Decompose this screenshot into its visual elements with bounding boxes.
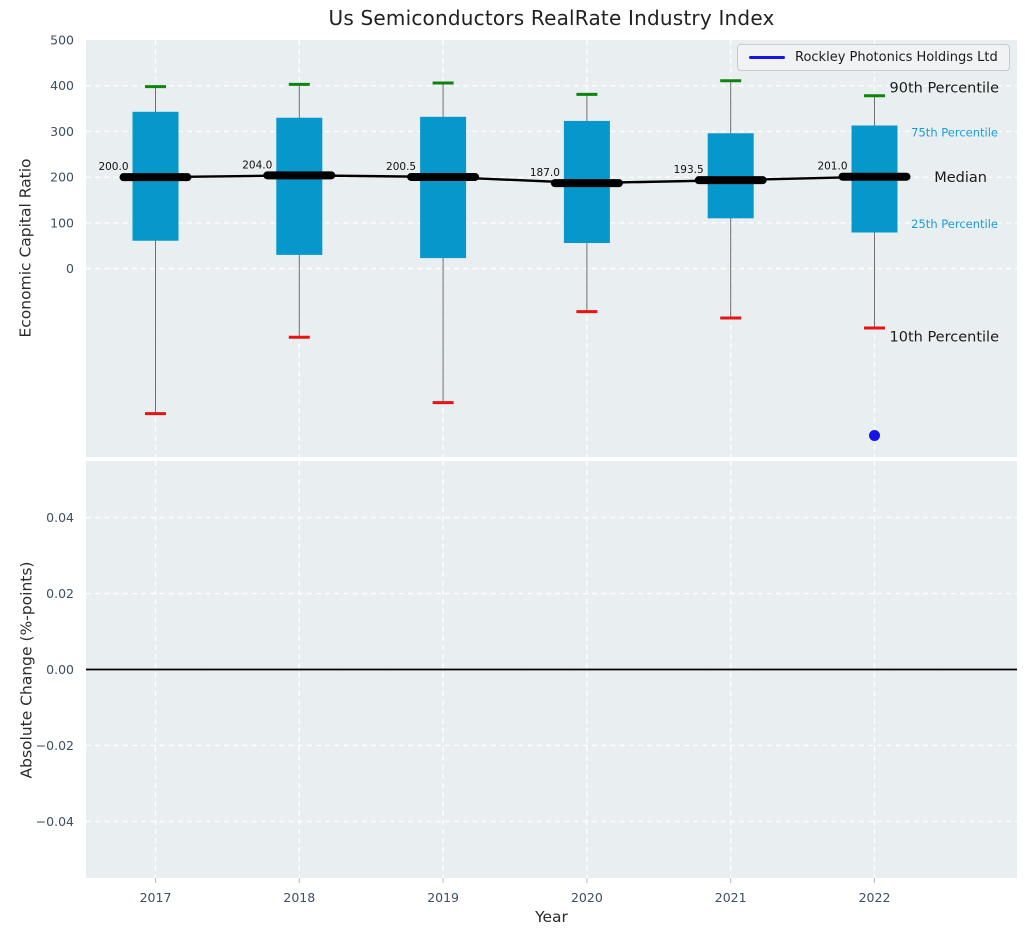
tick-labels: 500 400 300 200 100 0 0.04 0.02 0.00 −0.02 −0.04 20… <box>36 33 891 906</box>
ytick-bottom-0.02: 0.02 <box>46 586 74 601</box>
ytick-top-400: 400 <box>50 78 74 93</box>
ytick-top-500: 500 <box>50 33 74 48</box>
annotation-25th-percentile: 25th Percentile <box>911 217 998 231</box>
ytick-top-100: 100 <box>50 215 74 230</box>
x-axis-label: Year <box>535 908 568 926</box>
xtick-label-2019: 2019 <box>427 890 459 905</box>
ytick-top-0: 0 <box>66 261 74 276</box>
legend-label: Rockley Photonics Holdings Ltd <box>795 50 998 65</box>
ytick-bottom-0.00: 0.00 <box>46 662 74 677</box>
chart-title: Us Semiconductors RealRate Industry Inde… <box>328 6 775 30</box>
median-value-label-2022: 201.0 <box>817 161 847 173</box>
xtick-label-2021: 2021 <box>715 890 747 905</box>
xtick-label-2020: 2020 <box>571 890 603 905</box>
median-value-label-2017: 200.0 <box>98 161 128 173</box>
ytick-bottom-0.04: 0.04 <box>46 510 74 525</box>
ytick-bottom-−0.02: −0.02 <box>36 738 74 753</box>
median-value-label-2020: 187.0 <box>530 167 560 179</box>
box-2018 <box>276 117 323 255</box>
legend-line-sample <box>749 56 785 59</box>
xtick-label-2022: 2022 <box>859 890 891 905</box>
box-2019 <box>420 116 467 259</box>
xtick-label-2017: 2017 <box>140 890 172 905</box>
annotation-median: Median <box>934 170 987 186</box>
median-value-label-2018: 204.0 <box>242 159 272 171</box>
ytick-top-300: 300 <box>50 124 74 139</box>
xtick-label-2018: 2018 <box>283 890 315 905</box>
ytick-top-200: 200 <box>50 170 74 185</box>
annotation-90th-percentile: 90th Percentile <box>890 81 1000 97</box>
median-value-label-2021: 193.5 <box>674 164 704 176</box>
top-axes-bg <box>86 40 1017 457</box>
annotation-10th-percentile: 10th Percentile <box>890 329 1000 345</box>
annotation-75th-percentile: 75th Percentile <box>911 125 998 139</box>
box-2021 <box>707 133 754 219</box>
ytick-bottom-−0.04: −0.04 <box>36 814 74 829</box>
median-value-label-2019: 200.5 <box>386 161 416 173</box>
legend: Rockley Photonics Holdings Ltd <box>737 44 1010 71</box>
company-point <box>869 430 880 442</box>
